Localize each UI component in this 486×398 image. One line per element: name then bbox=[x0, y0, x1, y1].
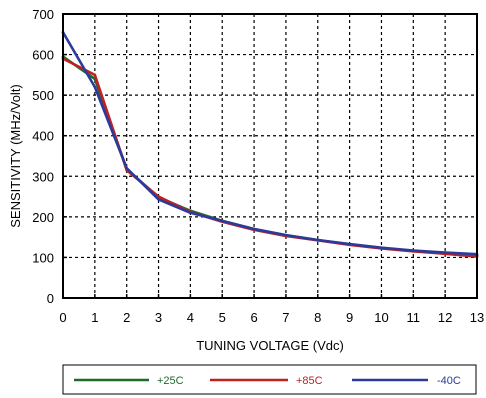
series-line-0 bbox=[61, 55, 479, 257]
x-tick-label: 5 bbox=[219, 310, 226, 325]
data-point bbox=[189, 211, 192, 215]
y-tick-label: 0 bbox=[47, 291, 54, 306]
x-tick-label: 9 bbox=[346, 310, 353, 325]
x-tick-label: 11 bbox=[407, 310, 421, 325]
data-point bbox=[316, 238, 320, 242]
legend-label-0: +25C bbox=[157, 375, 184, 387]
y-axis-title: SENSITIVITY (MHz/Volt) bbox=[8, 84, 23, 228]
x-tick-label: 3 bbox=[155, 310, 162, 325]
series-line-1 bbox=[61, 57, 479, 258]
x-tick-label: 12 bbox=[438, 310, 452, 325]
legend-label-2: -40C bbox=[437, 375, 461, 387]
x-tick-label: 13 bbox=[470, 310, 484, 325]
plot-frame bbox=[62, 13, 478, 299]
data-point bbox=[93, 85, 97, 89]
x-tick-label: 4 bbox=[187, 310, 194, 325]
x-tick-label: 6 bbox=[250, 310, 257, 325]
data-point bbox=[348, 242, 351, 246]
x-tick-label: 0 bbox=[59, 310, 66, 325]
data-point bbox=[380, 246, 383, 249]
y-tick-label: 300 bbox=[32, 169, 54, 184]
x-axis-title: TUNING VOLTAGE (Vdc) bbox=[196, 338, 344, 353]
data-point bbox=[412, 249, 415, 252]
data-point bbox=[220, 219, 224, 223]
legend-label-1: +85C bbox=[296, 375, 323, 387]
y-tick-label: 700 bbox=[32, 7, 54, 22]
data-point bbox=[443, 251, 447, 254]
data-point bbox=[93, 73, 97, 77]
y-tick-label: 100 bbox=[32, 250, 54, 265]
x-tick-label: 2 bbox=[123, 310, 130, 325]
x-tick-label: 1 bbox=[91, 310, 98, 325]
data-point bbox=[252, 227, 256, 231]
series-line-2 bbox=[61, 30, 479, 256]
x-tick-label: 8 bbox=[314, 310, 321, 325]
x-tick-label: 10 bbox=[374, 310, 388, 325]
legend: +25C +85C -40C bbox=[62, 364, 477, 395]
y-tick-label: 400 bbox=[32, 129, 54, 144]
y-tick-label: 600 bbox=[32, 48, 54, 63]
grid bbox=[63, 14, 477, 298]
data-point bbox=[284, 233, 288, 237]
data-point bbox=[157, 198, 160, 201]
y-tick-label: 200 bbox=[32, 210, 54, 225]
series-lines bbox=[61, 30, 479, 258]
data-point bbox=[125, 166, 128, 170]
y-tick-label: 500 bbox=[32, 88, 54, 103]
x-tick-label: 7 bbox=[282, 310, 289, 325]
